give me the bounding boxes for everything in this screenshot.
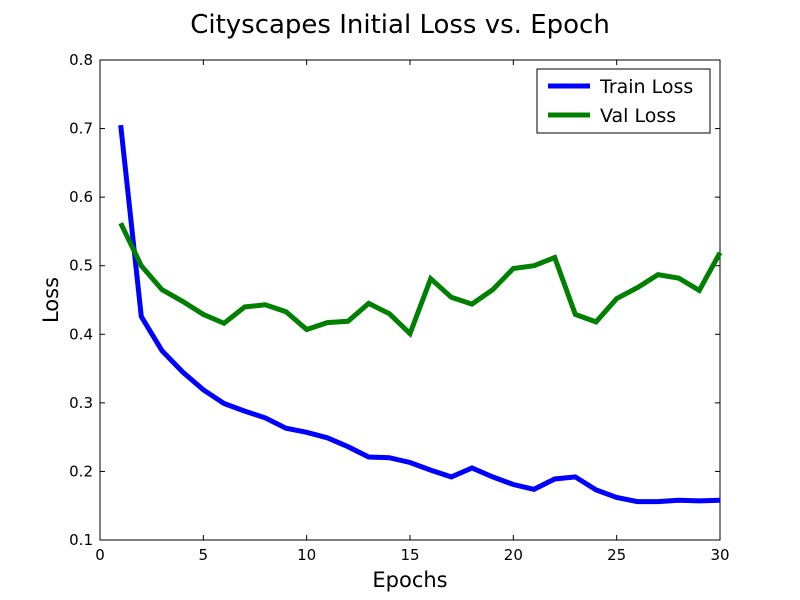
y-tick-label: 0.7 bbox=[69, 120, 93, 138]
series-line-0 bbox=[118, 124, 721, 505]
y-tick-label: 0.3 bbox=[69, 394, 93, 412]
x-tick-label: 10 bbox=[297, 546, 316, 564]
x-tick-label: 15 bbox=[400, 546, 419, 564]
x-axis: 0 5 10 15 20 25 30 bbox=[95, 60, 730, 564]
y-tick-label: 0.5 bbox=[69, 257, 93, 275]
y-tick-label: 0.6 bbox=[69, 188, 93, 206]
legend-box bbox=[536, 68, 711, 134]
x-tick-label: 0 bbox=[95, 546, 105, 564]
series-lines bbox=[118, 124, 723, 505]
chart-title: Cityscapes Initial Loss vs. Epoch bbox=[190, 10, 610, 40]
legend: Train Loss Val Loss bbox=[536, 68, 711, 134]
legend-label-1: Val Loss bbox=[600, 105, 676, 127]
y-axis: 0.1 0.2 0.3 0.4 0.5 0.6 0.7 0.8 bbox=[69, 51, 720, 549]
legend-label-0: Train Loss bbox=[599, 76, 693, 98]
x-tick-label: 30 bbox=[710, 546, 729, 564]
y-tick-label: 0.1 bbox=[69, 531, 93, 549]
series-line-1 bbox=[118, 222, 723, 339]
x-axis-title: Epochs bbox=[372, 568, 447, 592]
y-tick-label: 0.8 bbox=[69, 51, 93, 69]
y-axis-title: Loss bbox=[39, 277, 63, 323]
x-tick-label: 25 bbox=[607, 546, 626, 564]
x-tick-label: 5 bbox=[199, 546, 209, 564]
x-tick-label: 20 bbox=[504, 546, 523, 564]
y-tick-label: 0.2 bbox=[69, 462, 93, 480]
y-tick-label: 0.4 bbox=[69, 325, 93, 343]
